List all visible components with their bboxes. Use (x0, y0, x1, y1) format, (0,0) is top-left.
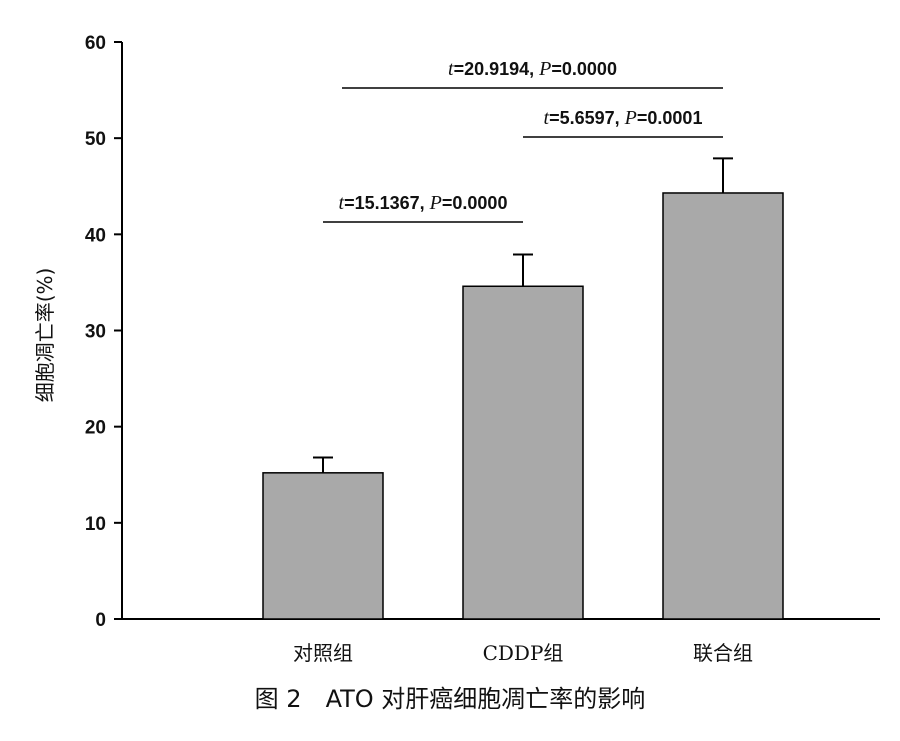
y-tick-label: 60 (85, 33, 106, 54)
y-tick-label: 50 (85, 129, 106, 150)
y-tick-label: 20 (85, 418, 106, 439)
y-tick-label: 0 (95, 610, 106, 631)
x-tick-label: CDDP组 (483, 641, 564, 665)
bar (262, 472, 384, 620)
x-tick-label: 联合组 (693, 641, 753, 665)
t-statistic: =15.1367, (344, 193, 430, 213)
comparison-label: t=20.9194, P=0.0000 (448, 58, 617, 80)
t-symbol: t (448, 58, 454, 80)
p-value: =0.0000 (442, 193, 508, 213)
x-tick-label: 对照组 (293, 641, 353, 665)
y-axis-label: 细胞凋亡率(%) (33, 268, 57, 403)
bar (662, 192, 784, 620)
p-symbol: P (538, 58, 551, 80)
p-value: =0.0000 (551, 59, 617, 79)
t-symbol: t (339, 192, 345, 214)
p-symbol: P (624, 107, 637, 129)
p-value: =0.0001 (637, 108, 703, 128)
y-tick-label: 30 (85, 322, 106, 343)
chart-axes: 0 10 20 30 40 50 60 (85, 33, 880, 631)
comparison-label: t=15.1367, P=0.0000 (339, 192, 508, 214)
t-symbol: t (544, 107, 550, 129)
figure-caption: 图 2 ATO 对肝癌细胞凋亡率的影响 (255, 685, 646, 713)
t-statistic: =20.9194, (454, 59, 540, 79)
comparison-label: t=5.6597, P=0.0001 (544, 107, 703, 129)
chart-bars: 对照组 CDDP组 联合组 (262, 157, 784, 665)
y-tick-label: 40 (85, 225, 106, 246)
bar (462, 285, 584, 620)
t-statistic: =5.6597, (549, 108, 625, 128)
y-tick-label: 10 (85, 514, 106, 535)
p-symbol: P (429, 192, 442, 214)
